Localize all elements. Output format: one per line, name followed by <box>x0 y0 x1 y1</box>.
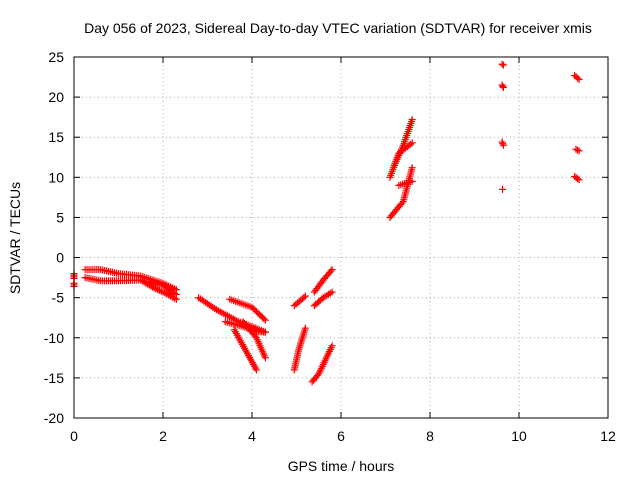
y-tick-label: 0 <box>56 250 64 266</box>
y-tick-label: -20 <box>44 410 64 426</box>
y-tick-label: -15 <box>44 370 64 386</box>
data-point <box>301 292 309 300</box>
x-tick-label: 4 <box>248 428 256 444</box>
data-point <box>251 332 259 340</box>
data-point <box>499 83 507 91</box>
data-point <box>398 199 406 207</box>
data-point <box>261 354 269 362</box>
data-point <box>575 75 583 83</box>
x-tick-label: 6 <box>337 428 345 444</box>
data-point <box>171 289 179 297</box>
x-tick-label: 2 <box>159 428 167 444</box>
data-point <box>261 328 269 336</box>
plot-frame <box>73 56 609 419</box>
data-point <box>499 185 507 193</box>
x-tick-label: 12 <box>600 428 616 444</box>
data-point <box>498 60 506 68</box>
y-tick-label: -5 <box>52 290 65 306</box>
data-point <box>172 290 180 298</box>
data-point <box>408 116 416 124</box>
y-tick-label: 25 <box>48 49 64 65</box>
chart-title: Day 056 of 2023, Sidereal Day-to-day VTE… <box>84 20 592 36</box>
data-points <box>70 60 583 386</box>
data-point <box>408 177 416 185</box>
data-point <box>408 164 416 172</box>
data-point <box>574 146 582 154</box>
y-tick-label: 15 <box>48 129 64 145</box>
data-point <box>499 61 507 69</box>
data-point <box>574 74 582 82</box>
x-axis-label: GPS time / hours <box>288 458 395 474</box>
data-point <box>327 267 335 275</box>
data-point <box>499 140 507 148</box>
y-tick-label: 20 <box>48 89 64 105</box>
tick-labels: -20 -15 -10 -5 0 5 10 15 20 25 0 2 4 6 8 10 12 <box>44 49 616 444</box>
x-tick-label: 8 <box>426 428 434 444</box>
data-point <box>407 140 415 148</box>
data-point <box>408 139 416 147</box>
data-point <box>301 324 309 332</box>
x-tick-label: 10 <box>511 428 527 444</box>
data-point <box>574 175 582 183</box>
data-point <box>261 316 269 324</box>
x-tick-label: 0 <box>70 428 78 444</box>
data-point <box>300 293 308 301</box>
data-point <box>575 176 583 184</box>
data-point <box>260 315 268 323</box>
data-point <box>572 145 580 153</box>
data-point <box>328 288 336 296</box>
y-tick-label: -10 <box>44 330 64 346</box>
grid <box>74 57 608 418</box>
y-tick-label: 5 <box>56 209 64 225</box>
y-tick-label: 10 <box>48 169 64 185</box>
y-axis-label: SDTVAR / TECUs <box>7 182 23 294</box>
data-point <box>498 138 506 146</box>
data-point <box>328 342 336 350</box>
data-point <box>575 147 583 155</box>
data-point <box>499 141 507 149</box>
data-point <box>252 366 260 374</box>
data-point <box>499 82 507 90</box>
data-point <box>328 266 336 274</box>
